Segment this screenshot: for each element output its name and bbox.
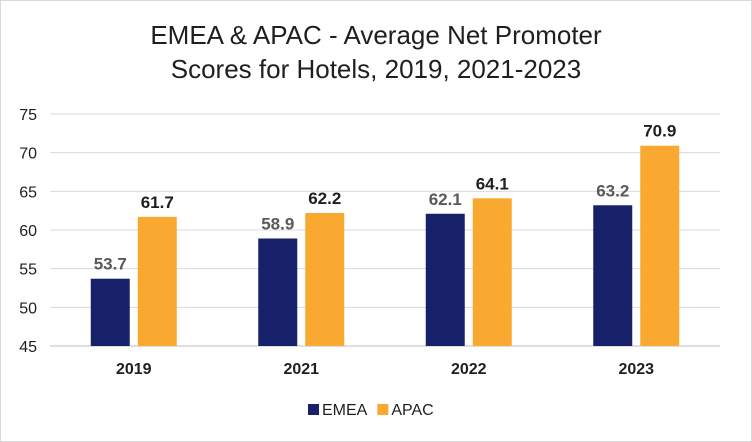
x-axis-categories: 2019 2021 2022 2023 (116, 361, 654, 378)
y-tick-label: 55 (19, 262, 37, 279)
data-label-apac-2023: 70.9 (643, 122, 676, 141)
data-label-emea-2023: 63.2 (596, 181, 629, 200)
data-label-apac-2022: 64.1 (476, 174, 509, 193)
bar-apac-2019 (137, 216, 177, 346)
x-category-label: 2022 (451, 361, 487, 378)
data-label-apac-2021: 62.2 (308, 189, 341, 208)
y-tick-label: 75 (19, 107, 37, 124)
bar-apac-2023 (640, 145, 680, 346)
x-category-label: 2021 (283, 361, 319, 378)
y-tick-label: 60 (19, 223, 37, 240)
legend: EMEA APAC (308, 402, 434, 419)
legend-label-apac: APAC (391, 402, 433, 419)
data-labels: 53.7 61.7 58.9 62.2 62.1 64.1 63.2 70.9 (94, 122, 677, 274)
y-tick-label: 70 (19, 146, 37, 163)
bars (90, 145, 680, 346)
legend-swatch-emea (308, 404, 319, 415)
bar-emea-2021 (258, 238, 298, 346)
chart-title-line-2: Scores for Hotels, 2019, 2021-2023 (170, 54, 582, 84)
chart-title-line-1: EMEA & APAC - Average Net Promoter (150, 20, 602, 50)
bar-emea-2019 (90, 278, 130, 346)
data-label-emea-2019: 53.7 (94, 255, 127, 274)
x-category-label: 2023 (618, 361, 654, 378)
legend-swatch-apac (377, 404, 389, 415)
data-label-apac-2019: 61.7 (141, 193, 174, 212)
y-axis-ticks: 45 50 55 60 65 70 75 (19, 107, 37, 356)
y-tick-label: 50 (19, 300, 37, 317)
chart-title: EMEA & APAC - Average Net Promoter Score… (0, 18, 752, 86)
x-category-label: 2019 (116, 361, 152, 378)
bar-apac-2021 (305, 212, 345, 346)
y-tick-label: 65 (19, 184, 37, 201)
bar-emea-2023 (593, 205, 633, 346)
data-label-emea-2022: 62.1 (429, 190, 462, 209)
bar-apac-2022 (472, 198, 512, 346)
y-tick-label: 45 (19, 339, 37, 356)
legend-label-emea: EMEA (322, 402, 368, 419)
bar-emea-2022 (425, 213, 465, 346)
data-label-emea-2021: 58.9 (261, 215, 294, 234)
